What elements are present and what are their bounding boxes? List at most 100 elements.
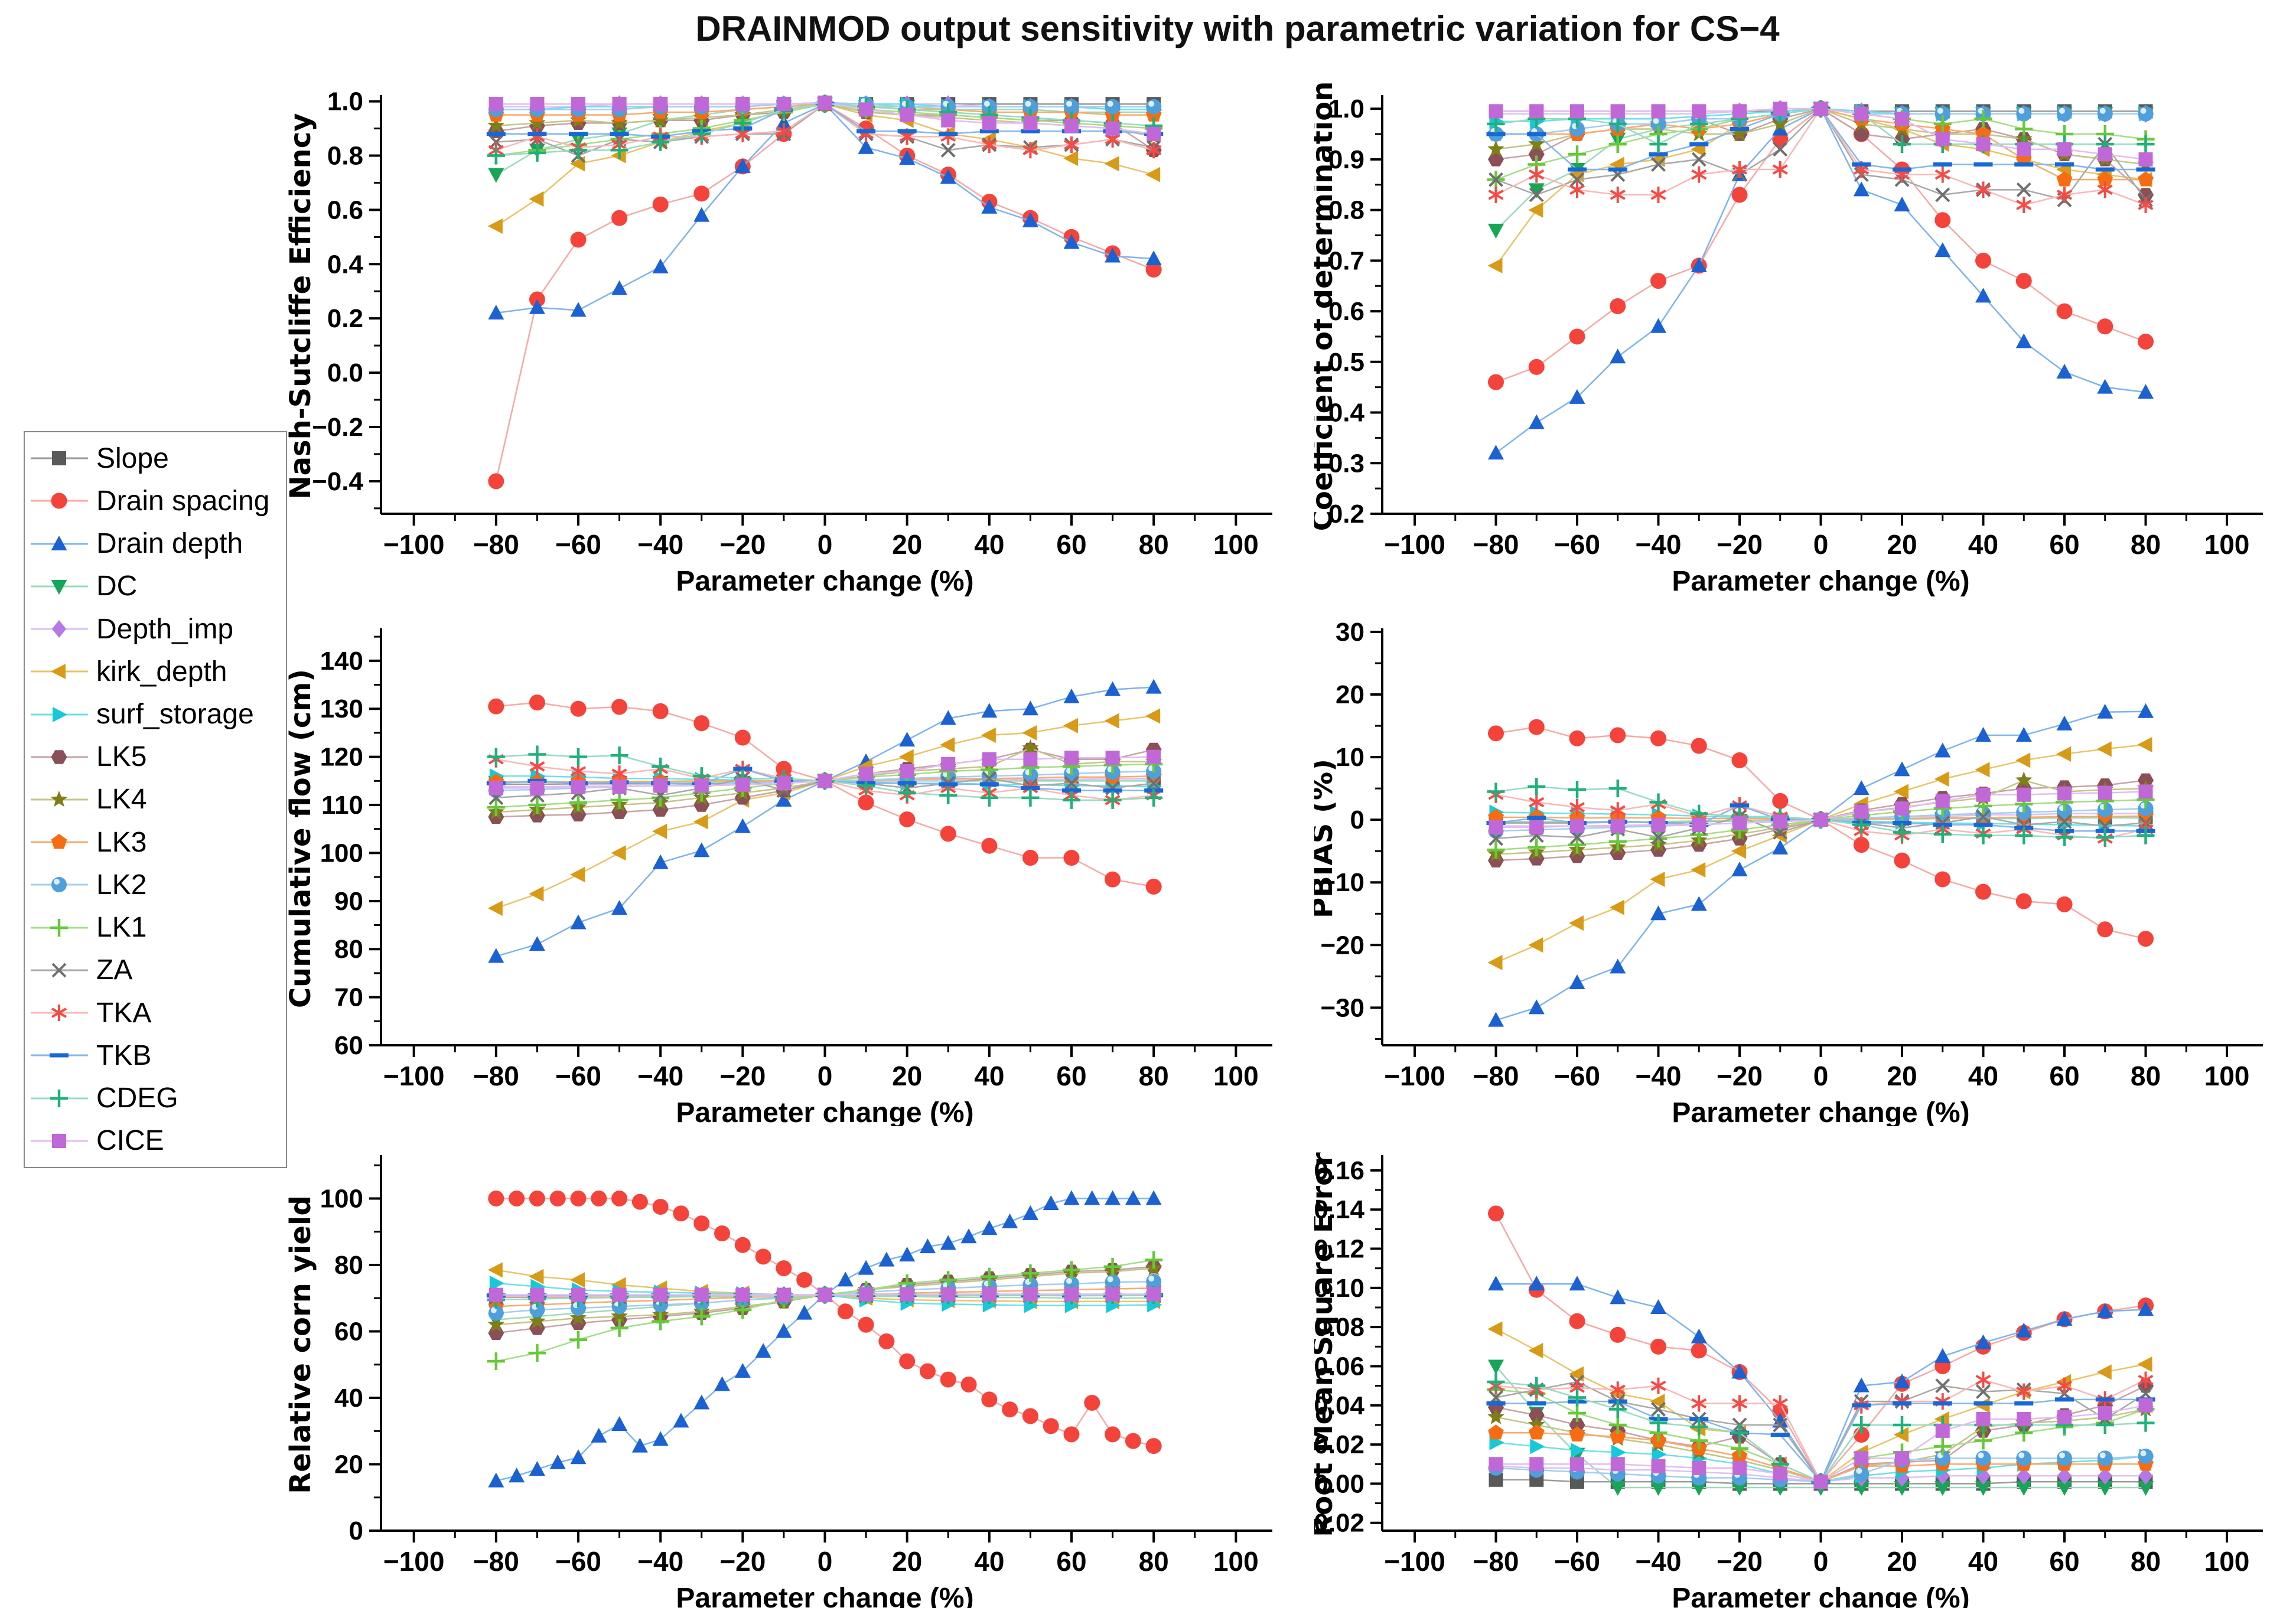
tka-marker xyxy=(1610,802,1626,819)
cice-marker xyxy=(1610,818,1625,833)
x-tick-label: 20 xyxy=(1887,1061,1917,1091)
y-tick-label: 90 xyxy=(334,887,363,916)
x-axis-title: Parameter change (%) xyxy=(676,1583,973,1608)
x-tick-label: −100 xyxy=(383,1546,445,1577)
lk2-marker xyxy=(1975,1450,1991,1466)
cice-marker xyxy=(1105,121,1120,136)
drain_depth-marker xyxy=(2056,363,2073,379)
drain_spacing-marker xyxy=(529,1191,545,1206)
za-marker xyxy=(1529,187,1544,203)
tkb-marker xyxy=(1730,803,1749,808)
cdeg-marker xyxy=(734,114,752,132)
cice-marker xyxy=(818,774,832,788)
lk3-marker xyxy=(1528,1424,1545,1440)
drain_spacing-marker xyxy=(776,1260,792,1277)
cdeg-marker xyxy=(652,133,670,151)
legend-item-kirk_depth: kirk_depth xyxy=(25,651,286,692)
y-tick-label: 0.2 xyxy=(327,304,363,333)
y-tick-label: 0.10 xyxy=(1314,1274,1364,1303)
kirk_depth-marker xyxy=(570,867,585,883)
cdeg-marker xyxy=(2056,828,2073,846)
drain_depth-marker xyxy=(960,1228,977,1244)
drain_depth-marker xyxy=(652,258,669,273)
drain_spacing-marker xyxy=(1650,730,1666,746)
tka-marker xyxy=(2138,1371,2154,1388)
x-tick-label: −80 xyxy=(1473,1061,1519,1091)
drain_depth-marker xyxy=(1022,212,1038,227)
lk2-marker xyxy=(1934,106,1950,122)
drain_depth-marker xyxy=(1772,839,1789,855)
lk2-marker xyxy=(2016,1450,2032,1466)
y-tick-label: 0.0 xyxy=(327,358,363,387)
lk4-marker xyxy=(1487,1408,1504,1424)
drain_depth-marker xyxy=(2056,715,2073,731)
dc-marker xyxy=(1731,1481,1748,1496)
drain_depth-marker xyxy=(1145,1190,1162,1205)
series-line-cice xyxy=(1496,1404,2146,1483)
tkb-marker xyxy=(1770,1433,1790,1437)
lk1-marker xyxy=(1608,1416,1627,1434)
tka-marker xyxy=(1146,142,1162,159)
y-tick-label: 0.16 xyxy=(1314,1156,1364,1185)
tka-marker xyxy=(1731,1395,1748,1412)
lk3-marker-icon xyxy=(51,834,67,849)
kirk_depth-marker xyxy=(1528,202,1543,218)
lk1-marker-icon xyxy=(50,918,68,937)
x-tick-label: −40 xyxy=(637,1061,683,1091)
cice-marker xyxy=(1692,1460,1706,1475)
cdeg-marker xyxy=(1528,777,1546,795)
drain_depth-marker xyxy=(1975,727,1991,742)
x-tick-label: 20 xyxy=(892,529,922,560)
za-marker-icon xyxy=(51,963,67,978)
lk5-marker xyxy=(734,791,751,805)
drain_depth-marker xyxy=(611,1416,628,1431)
cice-marker xyxy=(612,1287,627,1302)
drain_spacing-marker xyxy=(714,1225,731,1242)
y-tick-label: 0.14 xyxy=(1314,1195,1365,1224)
y-tick-label: −20 xyxy=(1320,931,1364,960)
cice-marker xyxy=(1935,794,1950,808)
cice-marker xyxy=(1105,1287,1120,1302)
surf_storage-marker xyxy=(1611,1444,1626,1460)
cice-marker xyxy=(1529,1457,1544,1472)
tka-marker xyxy=(1772,161,1788,178)
kirk_depth-marker xyxy=(1104,156,1119,172)
x-tick-label: 40 xyxy=(974,1061,1004,1091)
x-tick-label: 0 xyxy=(1813,1061,1829,1091)
lk1-marker xyxy=(1063,1261,1080,1279)
drain_spacing-marker xyxy=(2138,334,2154,350)
cice-marker xyxy=(900,107,914,122)
tkb-marker xyxy=(733,767,753,771)
y-tick-label: 0.5 xyxy=(1328,348,1364,377)
tkb-marker xyxy=(1852,162,1871,167)
tkb-marker xyxy=(1852,1403,1871,1408)
drain_depth-marker xyxy=(755,1343,771,1358)
cice-marker xyxy=(859,767,874,781)
cice-marker xyxy=(1105,751,1120,765)
x-tick-label: 40 xyxy=(974,529,1004,560)
x-tick-label: 20 xyxy=(892,1061,922,1091)
y-tick-label: 130 xyxy=(320,694,363,723)
lk2-marker xyxy=(1064,99,1079,115)
legend-marker-star-icon xyxy=(31,790,88,807)
lk2-marker xyxy=(1854,1466,1870,1482)
legend-marker-sphere-icon xyxy=(31,877,88,893)
tka-marker xyxy=(2016,1383,2032,1400)
cdeg-marker xyxy=(1852,816,1871,834)
lk2-marker xyxy=(2016,106,2032,122)
cice-marker xyxy=(2098,1406,2112,1421)
cice-marker xyxy=(488,97,503,112)
cdeg-marker xyxy=(1974,826,1992,844)
series-line-lk4 xyxy=(1496,1408,2146,1483)
tkb-marker xyxy=(1973,162,1993,167)
kirk_depth-marker xyxy=(1528,1342,1543,1358)
cice-marker xyxy=(530,97,545,112)
cice-marker xyxy=(1773,814,1787,829)
x-tick-label: −100 xyxy=(383,529,445,560)
legend-marker-tri-up-icon xyxy=(31,535,88,550)
legend-item-drain_spacing: Drain spacing xyxy=(25,480,286,521)
legend-item-cdeg: CDEG xyxy=(25,1078,286,1119)
legend-marker-plus-icon xyxy=(31,918,88,937)
kirk_depth-marker xyxy=(487,218,503,234)
x-tick-label: 100 xyxy=(1213,1546,1259,1577)
